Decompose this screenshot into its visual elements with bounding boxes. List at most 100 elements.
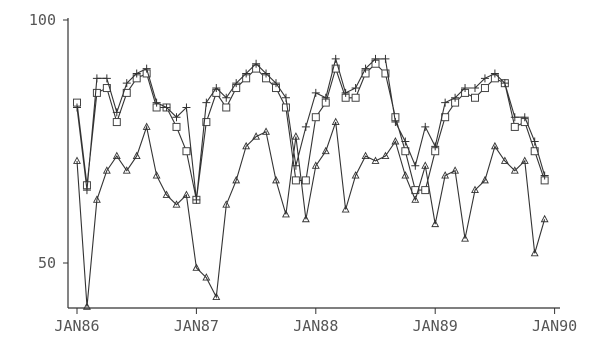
data-point-triangle	[152, 171, 161, 179]
data-point-plus	[391, 118, 400, 127]
data-point-square	[351, 93, 360, 102]
data-point-plus	[490, 69, 499, 78]
data-point-square	[331, 64, 340, 73]
data-point-triangle	[530, 248, 539, 257]
data-point-plus	[222, 93, 231, 102]
data-point-triangle	[331, 117, 340, 126]
data-point-square	[381, 69, 390, 78]
data-point-plus	[331, 54, 340, 63]
data-point-plus	[73, 103, 81, 112]
data-point-triangle	[381, 151, 390, 160]
data-point-square	[102, 84, 111, 93]
data-point-triangle	[262, 127, 270, 135]
x-tick-label: JAN90	[532, 317, 577, 335]
data-point-triangle	[232, 175, 241, 184]
x-tick-label: JAN89	[413, 317, 458, 335]
data-point-plus	[341, 88, 350, 97]
data-point-triangle	[490, 141, 499, 150]
data-point-triangle	[341, 205, 350, 213]
data-point-plus	[281, 93, 290, 102]
data-point-plus	[172, 113, 181, 122]
data-point-plus	[441, 98, 450, 107]
data-point-square	[172, 122, 181, 131]
data-point-triangle	[192, 263, 201, 271]
y-axis: 100 50	[29, 11, 69, 308]
data-point-square	[301, 176, 310, 185]
data-point-triangle	[301, 214, 310, 223]
data-point-triangle	[182, 190, 191, 198]
data-point-plus	[421, 122, 430, 131]
data-point-plus	[92, 74, 101, 83]
y-tick-label: 50	[38, 254, 56, 272]
data-point-plus	[202, 98, 211, 107]
data-point-plus	[480, 74, 489, 83]
series-plus	[73, 54, 549, 204]
data-point-triangle	[371, 156, 380, 164]
data-point-plus	[461, 84, 470, 93]
data-point-plus	[500, 79, 509, 88]
data-point-triangle	[252, 132, 261, 140]
data-point-plus	[262, 69, 271, 78]
data-point-triangle	[451, 166, 460, 174]
data-point-triangle	[510, 166, 519, 174]
data-point-plus	[401, 137, 410, 146]
data-point-plus	[252, 59, 261, 68]
data-point-plus	[311, 88, 320, 97]
data-point-square	[421, 186, 430, 195]
data-point-square	[311, 113, 320, 122]
data-point-triangle	[272, 175, 280, 184]
x-tick-label: JAN87	[174, 317, 219, 335]
data-point-square	[510, 122, 519, 131]
y-tick-label: 100	[29, 11, 56, 29]
data-point-plus	[122, 79, 131, 88]
data-point-plus	[291, 161, 300, 170]
data-point-triangle	[291, 132, 300, 140]
data-point-triangle	[481, 175, 489, 184]
data-point-triangle	[351, 171, 360, 179]
data-point-plus	[162, 103, 171, 112]
data-point-triangle	[222, 200, 231, 208]
data-point-triangle	[540, 214, 549, 223]
data-point-plus	[321, 93, 330, 102]
data-point-square	[202, 118, 211, 127]
data-point-plus	[142, 64, 151, 73]
data-point-triangle	[282, 209, 290, 218]
data-point-triangle	[471, 185, 479, 194]
data-point-triangle	[361, 151, 370, 160]
series-triangle	[73, 117, 549, 310]
data-point-square	[530, 147, 539, 156]
data-point-plus	[182, 103, 191, 112]
data-point-square	[480, 84, 489, 93]
data-point-plus	[301, 122, 310, 131]
series-group	[73, 54, 549, 310]
data-point-square	[471, 93, 479, 102]
data-point-plus	[431, 142, 440, 151]
x-tick-label: JAN88	[293, 317, 338, 335]
data-point-plus	[451, 93, 460, 102]
data-point-triangle	[92, 195, 101, 203]
data-point-plus	[102, 74, 111, 83]
data-point-plus	[132, 69, 141, 78]
data-point-plus	[361, 64, 370, 73]
data-point-triangle	[500, 156, 509, 164]
data-point-square	[182, 147, 191, 156]
data-point-triangle	[321, 146, 330, 155]
data-point-plus	[112, 108, 121, 117]
data-point-triangle	[411, 195, 420, 203]
data-point-triangle	[83, 302, 91, 310]
data-point-triangle	[142, 122, 151, 130]
data-point-plus	[471, 84, 479, 93]
data-point-triangle	[461, 234, 469, 242]
data-point-triangle	[441, 171, 450, 179]
data-point-triangle	[162, 190, 171, 198]
data-point-triangle	[73, 156, 81, 164]
data-point-square	[92, 88, 101, 97]
data-point-plus	[411, 161, 420, 170]
data-point-plus	[272, 79, 280, 88]
data-point-plus	[520, 113, 529, 122]
x-axis: JAN86 JAN87 JAN88 JAN89 JAN90	[54, 307, 577, 335]
data-point-plus	[192, 195, 201, 204]
data-point-triangle	[431, 219, 440, 228]
data-point-triangle	[421, 161, 430, 169]
series-line-triangle	[76, 121, 546, 307]
